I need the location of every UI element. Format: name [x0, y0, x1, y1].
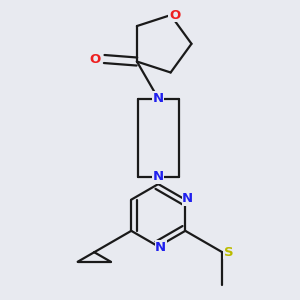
Text: O: O — [169, 9, 180, 22]
Text: N: N — [182, 192, 194, 205]
Text: N: N — [155, 241, 166, 254]
Text: O: O — [89, 52, 101, 65]
Text: N: N — [153, 170, 164, 183]
Text: S: S — [224, 246, 233, 259]
Text: N: N — [153, 92, 164, 105]
